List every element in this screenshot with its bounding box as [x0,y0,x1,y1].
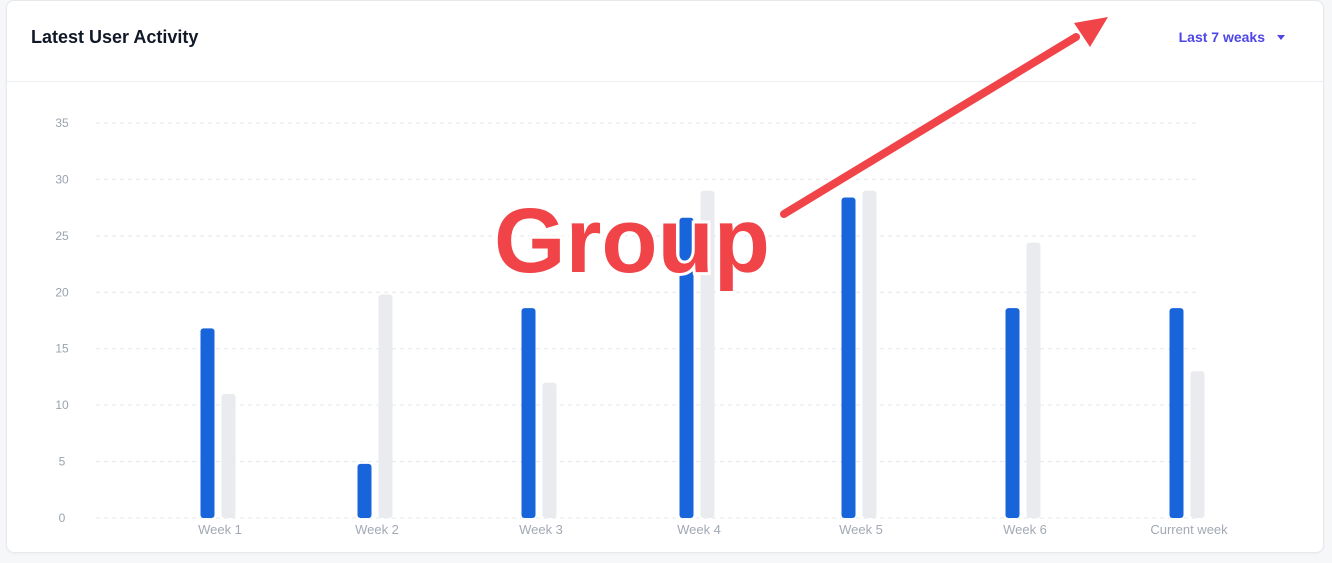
y-tick-label: 0 [59,511,66,525]
x-tick-label: Week 4 [677,522,721,537]
bar-secondary [1190,371,1205,518]
range-dropdown-label[interactable]: Last 7 weaks [1178,29,1265,45]
bar-primary [679,217,694,519]
bar-secondary [700,190,715,518]
annotation-arrow-line [780,33,1080,218]
group-annotation: Group [491,14,1111,295]
bar-secondary [378,294,393,518]
bar-secondary [542,382,557,518]
card-header: Latest User Activity Last 7 weaks [7,1,1323,82]
annotation-label: Group [494,190,770,292]
bar-primary [521,308,536,518]
bar-primary [357,463,372,518]
x-tick-label: Week 5 [839,522,883,537]
y-tick-label: 35 [55,116,69,130]
x-axis-ticks: Week 1 Week 2 Week 3 Week 4 Week 5 Week 6 Curr… [198,522,1228,537]
annotation-arrowhead [1071,14,1111,50]
bar-secondary [1026,242,1041,518]
bar-secondary [221,393,236,518]
y-tick-label: 5 [59,455,66,469]
x-tick-label: Week 1 [198,522,242,537]
y-tick-label: 25 [55,229,69,243]
card-title: Latest User Activity [31,27,199,47]
bar-primary [1169,308,1184,518]
x-tick-label: Week 6 [1003,522,1047,537]
bar-secondary [862,190,877,518]
bar-primary [200,328,215,518]
x-tick-label: Week 3 [519,522,563,537]
y-tick-label: 20 [55,285,69,299]
y-tick-label: 10 [55,398,69,412]
y-tick-label: 30 [55,172,69,186]
caret-down-icon[interactable] [1277,34,1285,40]
range-dropdown[interactable]: Last 7 weaks [1179,29,1285,45]
bar-primary [1005,308,1020,518]
x-tick-label: Week 2 [355,522,399,537]
bar-primary [841,197,856,518]
y-axis-ticks: 0 5 10 15 20 25 30 35 [55,116,69,525]
x-tick-label: Current week [1150,522,1228,537]
y-tick-label: 15 [55,342,69,356]
bars [200,190,1205,519]
